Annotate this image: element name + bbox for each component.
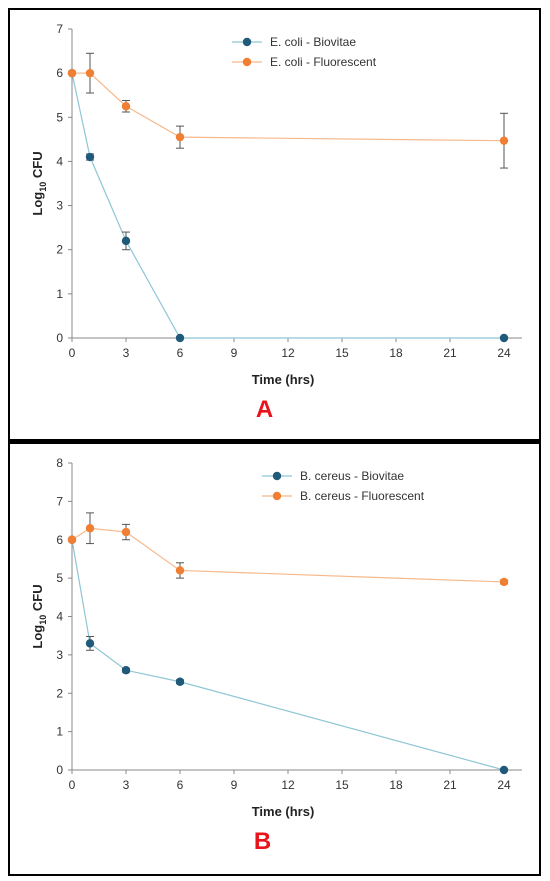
chart-panel-b: 0 1 2 3 4 5 6 7 8 0 3 6 9 12 15 18 21 24 Time (hrs) Log10 C… [8, 442, 541, 876]
chartb-series-fluorescent-line [71, 527, 505, 583]
chartb-x-tick-label: 0 [69, 778, 76, 792]
charta-x-tick-label: 15 [335, 346, 349, 360]
charta-x-tick-label: 6 [177, 346, 184, 360]
chartb-series-biovitae-point [175, 677, 185, 686]
charta-y-tick-label: 2 [56, 243, 63, 257]
chartb-y-tick-label: 7 [56, 494, 63, 508]
charta-y-tick-label: 0 [56, 331, 63, 345]
chartb-x-tick-label: 18 [389, 778, 403, 792]
charta-x-tick-label: 0 [69, 346, 76, 360]
charta-y-tick-label: 5 [56, 110, 63, 124]
chartb-series-fluorescent-point [85, 524, 95, 533]
charta-x-tick-label: 18 [389, 346, 403, 360]
charta-y-axis-title: Log10 CFU [30, 151, 48, 215]
chartb-y-tick-label: 8 [56, 456, 63, 470]
chartb-series-fluorescent-point [175, 566, 185, 575]
chartb-x-tick-label: 3 [123, 778, 130, 792]
chartb-x-axis-title: Time (hrs) [252, 804, 315, 819]
charta-y-axis-title-tail: CFU [30, 151, 45, 181]
charta-y-axis-title-main: Log [30, 192, 45, 216]
chartb-series-biovitae-legend-label: B. cereus - Biovitae [300, 469, 404, 483]
chartb-x-tick-label: 9 [231, 778, 238, 792]
chart-panel-a: 0 1 2 3 4 5 6 7 0 3 6 9 12 15 18 21 24 Time (hrs) Log10 CF… [8, 8, 541, 442]
charta-x-tick-label: 9 [231, 346, 238, 360]
chartb-series-fluorescent-legend-label: B. cereus - Fluorescent [300, 489, 425, 503]
charta-series-biovitae-legend-marker [242, 37, 252, 47]
chartb-y-tick-label: 6 [56, 533, 63, 547]
charta-x-axis-title: Time (hrs) [252, 372, 315, 387]
chartb-y-axis-title-sub: 10 [38, 615, 48, 625]
panel-label-b: B [253, 828, 272, 855]
charta-series-fluorescent-point [121, 102, 131, 111]
charta-series-fluorescent-point [499, 136, 509, 145]
chartb-y-axis-title-main: Log [30, 625, 45, 649]
charta-y-tick-label: 4 [56, 154, 63, 168]
charta-series-fluorescent-point [85, 68, 95, 78]
charta-x-tick-label: 12 [281, 346, 295, 360]
charta-series-fluorescent-line [72, 72, 505, 142]
chartb-y-axis-title-tail: CFU [30, 584, 45, 614]
chartb-x-tick-label: 24 [497, 778, 511, 792]
charta-y-tick-label: 7 [56, 22, 63, 36]
chartb-y-tick-label: 3 [56, 648, 63, 662]
chartb-series-biovitae-point [85, 639, 95, 648]
charta-x-tick-label: 21 [443, 346, 457, 360]
charta-series-fluorescent-legend-marker [242, 57, 252, 67]
chartb-series-fluorescent-point [121, 527, 131, 537]
charta-series-biovitae-point [175, 333, 185, 343]
charta-y-axis-title-sub: 10 [38, 182, 48, 192]
chartb-y-tick-label: 1 [56, 725, 63, 739]
chartb-x-tick-label: 21 [443, 778, 457, 792]
charta-series-biovitae-point [121, 236, 131, 246]
chartb-series-biovitae-legend-marker [272, 471, 282, 481]
chartb-series-fluorescent-legend-marker [272, 491, 282, 501]
panel-label-a: A [255, 396, 274, 423]
chartb-x-tick-label: 15 [335, 778, 349, 792]
chartb-y-tick-label: 2 [56, 686, 63, 700]
charta-x-tick-label: 3 [123, 346, 130, 360]
charta-y-tick-label: 3 [56, 199, 63, 213]
chartb-series-biovitae-point [121, 666, 131, 675]
chartb-series-fluorescent-point [67, 535, 77, 544]
chartb-x-tick-label: 12 [281, 778, 295, 792]
charta-series-biovitae-point [499, 333, 509, 343]
chartb-series-fluorescent-point [499, 577, 509, 587]
chartb-y-tick-label: 4 [56, 610, 63, 624]
chartb-y-tick-label: 0 [56, 763, 63, 777]
charta-y-tick-label: 1 [56, 287, 63, 301]
charta-series-biovitae-legend-label: E. coli - Biovitae [270, 35, 356, 49]
charta-series-fluorescent-point [67, 68, 77, 78]
chartb-x-tick-label: 6 [177, 778, 184, 792]
chartb-series-biovitae-point [499, 765, 509, 775]
charta-x-tick-label: 24 [497, 346, 511, 360]
chartb-y-tick-label: 5 [56, 571, 63, 585]
charta-y-tick-label: 6 [56, 66, 63, 80]
charta-series-fluorescent-point [175, 132, 185, 142]
chartb-y-axis-title: Log10 CFU [30, 584, 48, 648]
charta-series-fluorescent-legend-label: E. coli - Fluorescent [270, 55, 377, 69]
charta-series-biovitae-point [85, 152, 95, 162]
